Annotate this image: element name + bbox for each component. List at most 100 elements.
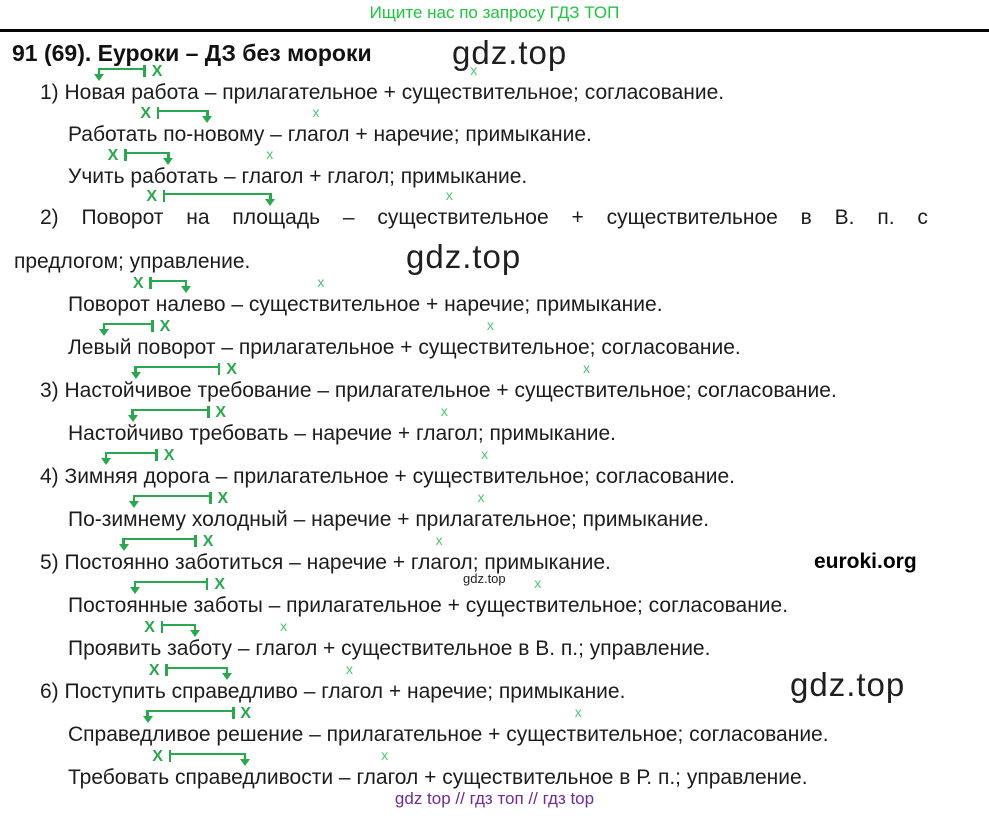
head-word-of-analysis: х существительное bbox=[377, 188, 548, 229]
phrase-word-2: работа bbox=[131, 81, 199, 104]
dependency-arrow: Х bbox=[142, 706, 251, 723]
head-word-of-analysis: х существительное bbox=[402, 63, 573, 104]
arrowhead-icon bbox=[189, 630, 200, 637]
x-mark-small-icon: х bbox=[470, 62, 478, 78]
head-word-of-analysis: х глагол bbox=[356, 748, 418, 789]
x-mark-big: Х bbox=[148, 662, 160, 679]
head-word-of-analysis: х существительное bbox=[506, 705, 678, 746]
line-suffix: ; согласование. bbox=[677, 723, 829, 746]
arrow-tick bbox=[162, 190, 166, 202]
head-word-text: существительное bbox=[514, 379, 686, 402]
head-word-of-analysis: х глагол bbox=[255, 619, 317, 660]
arrow-tick bbox=[168, 750, 172, 762]
arrow-tick bbox=[149, 277, 152, 289]
line-suffix: + глагол; примыкание. bbox=[303, 165, 528, 188]
arrow-stem bbox=[146, 711, 149, 717]
x-mark-small-icon: х bbox=[280, 618, 288, 634]
line-suffix: + наречие; примыкание. bbox=[383, 680, 626, 703]
head-word-text: существительное bbox=[506, 723, 678, 746]
x-mark-big: Х bbox=[140, 105, 152, 122]
line-middle: – наречие + bbox=[283, 551, 411, 574]
head-word-text: глагол bbox=[241, 165, 304, 188]
exercise-heading: 91 (69). Еуроки – ДЗ без мороки bbox=[12, 40, 372, 66]
footer-tags: gdz top // гдз топ // гдз top bbox=[394, 789, 595, 808]
dependency-arrow: Х bbox=[118, 534, 213, 551]
arrow-tick bbox=[143, 65, 146, 77]
analysis-line: Справедливое решение – прилагательное + … bbox=[68, 705, 829, 747]
phrase-word-1: Требовать bbox=[68, 766, 170, 789]
arrowhead-icon bbox=[101, 458, 112, 465]
dependency-arrow: Х bbox=[101, 448, 174, 465]
phrase-word-1: Учить bbox=[68, 165, 125, 188]
line-prefix: 5) bbox=[40, 551, 65, 574]
phrase-word-2: справедливо bbox=[171, 680, 298, 703]
analysis-line: Учить работать – х глагол + глагол; примы… bbox=[68, 147, 528, 189]
line-prefix: 4) bbox=[40, 465, 65, 488]
arrowhead-icon bbox=[118, 544, 129, 551]
arrow-tick bbox=[194, 535, 197, 547]
x-mark-small-icon: х bbox=[534, 575, 542, 591]
line-middle: – bbox=[320, 206, 378, 229]
line-middle: – наречие + bbox=[287, 508, 416, 531]
arrow-tick bbox=[207, 406, 210, 418]
dependency-arrow: Х bbox=[130, 577, 225, 594]
arrow-stem bbox=[206, 111, 209, 117]
phrase-word-1: Постоянно bbox=[64, 551, 170, 574]
watermark-gdz-top: gdz.top bbox=[452, 34, 568, 71]
line-suffix: + существительное в В. п. с bbox=[548, 206, 928, 229]
head-word-text: глагол bbox=[410, 551, 473, 574]
head-word-text: существительное bbox=[412, 465, 584, 488]
line-suffix: + наречие; примыкание. bbox=[349, 123, 592, 146]
arrow-stem bbox=[269, 194, 272, 200]
phrase-word-1: Новая bbox=[64, 81, 126, 104]
phrase-word-2: площадь bbox=[232, 206, 321, 229]
phrase-word-2: требование bbox=[197, 379, 312, 402]
analysis-line: Работать по-новому – х глагол + наречие; … bbox=[68, 105, 592, 147]
line-suffix: ; согласование. bbox=[685, 379, 837, 402]
x-mark-small-icon: х bbox=[477, 489, 485, 505]
x-mark-big: Х bbox=[144, 619, 155, 636]
x-mark-small-icon: х bbox=[440, 403, 448, 419]
head-word-of-analysis: х существительное bbox=[418, 318, 589, 359]
phrase-word-1: Работать bbox=[68, 123, 158, 146]
arrow-tick bbox=[151, 320, 154, 332]
head-word-of-analysis: х существительное bbox=[514, 361, 686, 402]
x-mark-small-icon: х bbox=[345, 661, 353, 677]
arrow-stem bbox=[122, 539, 125, 545]
phrase-word-1: Поворот bbox=[68, 293, 150, 316]
arrow-stem bbox=[104, 453, 108, 459]
phrase-gap bbox=[166, 680, 172, 703]
x-mark-big: Х bbox=[163, 447, 175, 464]
line-prefix: 6) bbox=[40, 680, 65, 703]
phrase-gap bbox=[150, 293, 156, 316]
line-suffix: ; согласование. bbox=[583, 465, 735, 488]
arrowhead-icon bbox=[94, 74, 105, 81]
arrowhead-icon bbox=[163, 158, 174, 165]
line-prefix: предлогом; управление. bbox=[14, 250, 251, 273]
phrase-word-2: холодный bbox=[191, 508, 288, 531]
head-word-of-analysis: х существительное bbox=[412, 447, 584, 488]
phrase-word-2: работать bbox=[130, 165, 219, 188]
analysis-line: Проявить заботу – х глагол + существитель… bbox=[68, 619, 710, 661]
phrase-word-1: По-зимнему bbox=[68, 508, 187, 531]
dependency-arrow: Х bbox=[130, 362, 237, 379]
arrow-tick bbox=[209, 492, 212, 504]
x-mark-small-icon: х bbox=[486, 317, 494, 333]
phrase-word-2: заботы bbox=[193, 594, 263, 617]
x-mark-small-icon: х bbox=[317, 274, 325, 290]
dependency-arrow: Х bbox=[108, 148, 174, 165]
line-suffix: ; примыкание. bbox=[477, 422, 616, 445]
arrowhead-icon bbox=[221, 673, 232, 680]
arrowhead-icon bbox=[127, 415, 138, 422]
analysis-line: Поворот налево – х существительное + наре… bbox=[68, 275, 663, 317]
line-prefix: 3) bbox=[40, 379, 65, 402]
dependency-arrow: Х bbox=[133, 276, 191, 293]
analysis-line: Настойчиво требовать – наречие + х глагол… bbox=[68, 404, 616, 446]
line-suffix: ; примыкание. bbox=[472, 551, 611, 574]
phrase-word-2: дорога bbox=[143, 465, 210, 488]
analysis-line: 4) Зимняя дорога – прилагательное + х сущ… bbox=[40, 447, 735, 489]
divider-line bbox=[0, 29, 989, 32]
head-word-of-analysis: х глагол bbox=[410, 533, 473, 574]
head-word-of-analysis: х прилагательное bbox=[415, 490, 571, 531]
